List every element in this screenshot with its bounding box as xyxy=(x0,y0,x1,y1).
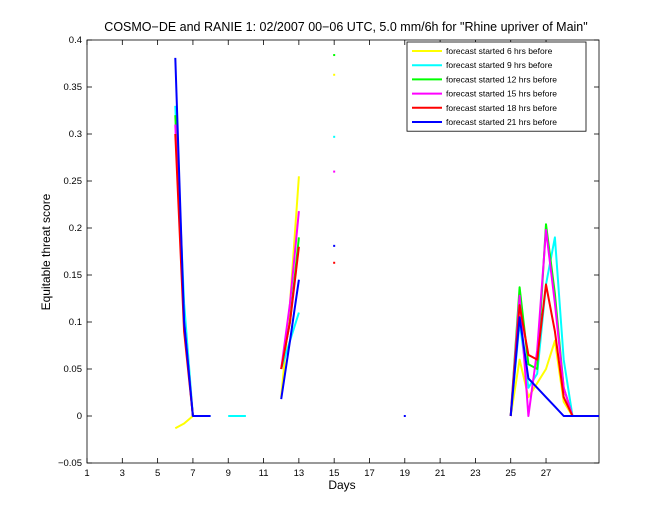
x-tick-label: 23 xyxy=(470,468,481,479)
data-point xyxy=(333,135,336,138)
series-layer xyxy=(174,54,599,430)
y-axis: −0.05 0 0.05 0.1 0.15 0.2 0.25 0.3 0.35 0.4 xyxy=(58,35,599,469)
data-point xyxy=(403,415,406,417)
x-tick-label: 19 xyxy=(400,468,411,479)
y-tick-label: 0.05 xyxy=(64,364,83,375)
y-tick-label: 0.15 xyxy=(64,270,83,281)
y-tick-label: 0.2 xyxy=(69,223,82,234)
x-axis: 1 3 5 7 9 11 13 15 17 19 21 23 25 27 xyxy=(84,40,551,479)
data-point xyxy=(333,73,336,76)
y-tick-label: −0.05 xyxy=(58,458,82,469)
legend-label: forecast started 21 hrs before xyxy=(446,117,557,127)
legend-label: forecast started 18 hrs before xyxy=(446,103,557,113)
data-point xyxy=(333,170,336,173)
x-tick-label: 13 xyxy=(294,468,305,479)
x-tick-label: 9 xyxy=(226,468,231,479)
x-tick-label: 5 xyxy=(155,468,160,479)
series-line xyxy=(509,283,574,417)
x-tick-label: 21 xyxy=(435,468,446,479)
data-point xyxy=(333,54,336,57)
x-tick-label: 17 xyxy=(364,468,375,479)
data-point xyxy=(333,261,336,264)
series-line xyxy=(509,316,599,417)
series-line xyxy=(174,57,211,417)
series-line xyxy=(280,246,300,370)
y-tick-label: 0.3 xyxy=(69,129,82,140)
legend-box xyxy=(406,41,587,132)
legend: forecast started 6 hrs before forecast st… xyxy=(406,41,587,132)
y-tick-label: 0.25 xyxy=(64,176,83,187)
y-tick-label: 0.35 xyxy=(64,82,83,93)
data-point xyxy=(333,244,336,247)
series-6 xyxy=(174,57,599,417)
series-line xyxy=(174,415,194,430)
series-line xyxy=(280,211,300,370)
legend-label: forecast started 12 hrs before xyxy=(446,74,557,84)
legend-label: forecast started 6 hrs before xyxy=(446,46,553,56)
x-tick-label: 7 xyxy=(190,468,195,479)
legend-label: forecast started 15 hrs before xyxy=(446,89,557,99)
legend-label: forecast started 9 hrs before xyxy=(446,60,553,70)
x-tick-label: 15 xyxy=(329,468,340,479)
x-tick-label: 3 xyxy=(120,468,125,479)
chart-title: COSMO−DE and RANIE 1: 02/2007 00−06 UTC,… xyxy=(104,20,587,34)
x-axis-label: Days xyxy=(328,478,355,492)
x-tick-label: 1 xyxy=(84,468,89,479)
x-tick-label: 25 xyxy=(505,468,516,479)
y-tick-label: 0.1 xyxy=(69,317,82,328)
y-axis-label: Equitable threat score xyxy=(39,193,53,310)
series-line xyxy=(280,279,300,400)
x-tick-label: 11 xyxy=(259,468,269,479)
y-tick-label: 0.4 xyxy=(69,35,82,46)
x-tick-label: 27 xyxy=(541,468,552,479)
y-tick-label: 0 xyxy=(77,411,82,422)
